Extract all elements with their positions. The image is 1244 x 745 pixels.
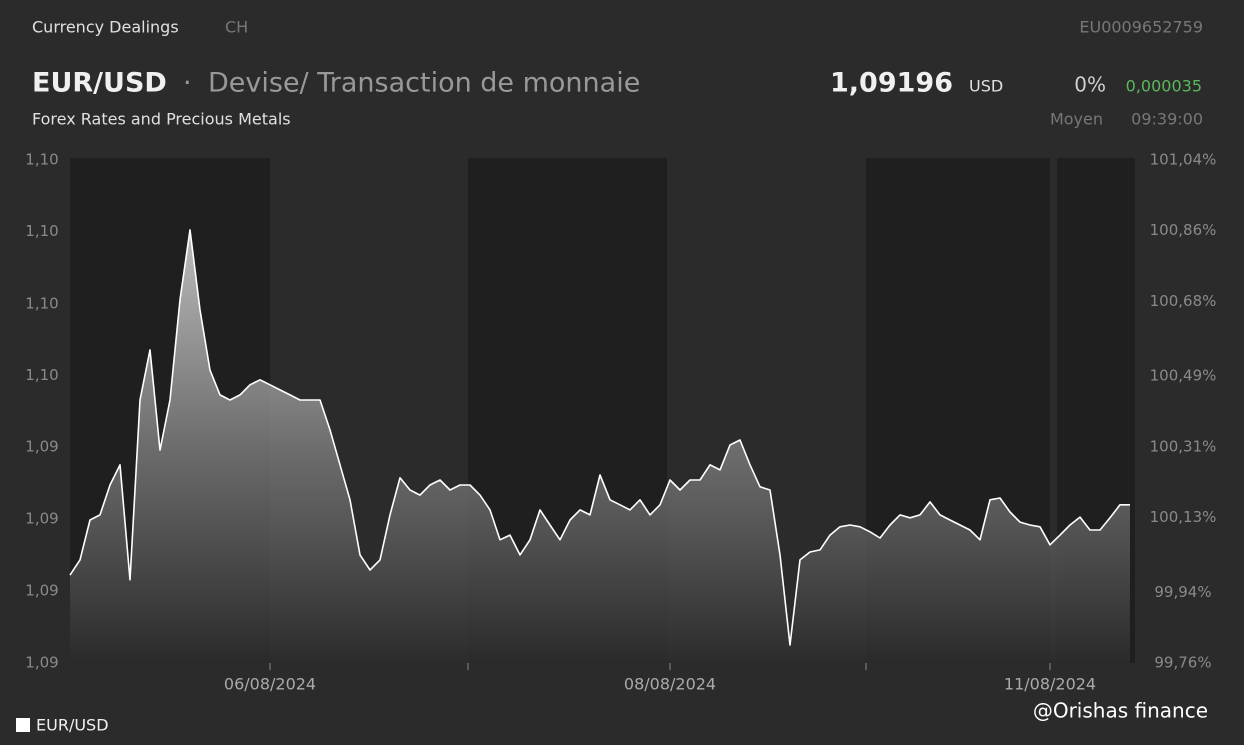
description: Devise/ Transaction de monnaie — [208, 68, 640, 99]
y-tick-label: 1,09 — [25, 654, 58, 672]
y2-tick-label: 100,31% — [1150, 437, 1217, 455]
separator: · — [183, 68, 192, 99]
change-abs: 0,000035 — [1126, 77, 1202, 96]
source: Currency Dealings — [32, 18, 179, 37]
y-tick-label: 1,10 — [25, 151, 58, 169]
currency: USD — [969, 77, 1003, 96]
time: 09:39:00 — [1131, 110, 1203, 129]
x-tick-label: 08/08/2024 — [624, 675, 716, 694]
symbol: EUR/USD — [32, 68, 167, 99]
legend-swatch — [16, 718, 30, 732]
y2-tick-label: 100,86% — [1150, 221, 1217, 239]
price: 1,09196 — [830, 68, 953, 99]
plot — [69, 229, 1130, 663]
y-tick-label: 1,10 — [25, 366, 58, 384]
y-tick-label: 1,09 — [25, 438, 58, 456]
y2-tick-label: 100,49% — [1150, 367, 1217, 385]
country: CH — [225, 18, 248, 37]
isin: EU0009652759 — [1079, 18, 1203, 37]
area — [70, 229, 1130, 663]
x-tick-label: 11/08/2024 — [1004, 675, 1096, 694]
watermark: @Orishas finance — [1033, 699, 1208, 723]
line — [69, 229, 1130, 646]
y-tick-label: 1,09 — [25, 581, 58, 599]
y2-tick-label: 100,68% — [1150, 292, 1217, 310]
y2-tick-label: 99,76% — [1154, 654, 1211, 672]
y2-tick-label: 101,04% — [1150, 151, 1217, 169]
change-pct: 0% — [1074, 73, 1106, 97]
y-tick-label: 1,09 — [25, 510, 58, 528]
category: Forex Rates and Precious Metals — [32, 110, 291, 129]
y-tick-label: 1,10 — [25, 222, 58, 240]
legend-label: EUR/USD — [36, 716, 109, 735]
price-type: Moyen — [1050, 110, 1103, 129]
x-tick-label: 06/08/2024 — [224, 675, 316, 694]
y-tick-label: 1,10 — [25, 294, 58, 312]
y2-tick-label: 100,13% — [1150, 508, 1217, 526]
y2-tick-label: 99,94% — [1154, 583, 1211, 601]
